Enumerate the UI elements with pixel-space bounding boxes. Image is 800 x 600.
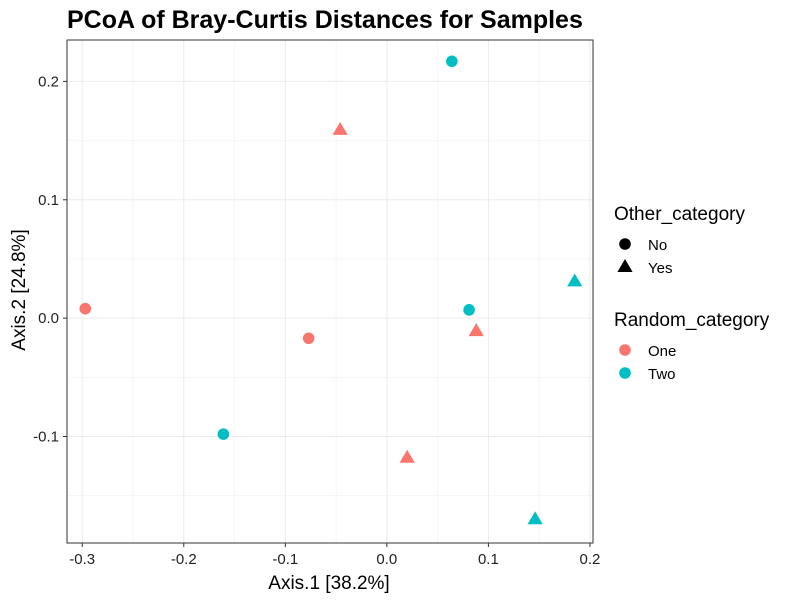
legend-color-swatch bbox=[619, 344, 631, 356]
x-tick-label: 0.2 bbox=[580, 551, 601, 568]
data-point-triangle bbox=[527, 511, 543, 525]
legend-label: One bbox=[648, 343, 676, 360]
y-axis-ticks: -0.1 0.0 0.1 0.2 bbox=[33, 73, 67, 445]
legend-color-swatch bbox=[619, 367, 631, 379]
legend-title: Other_category bbox=[614, 204, 745, 225]
plot-panel bbox=[67, 40, 593, 543]
legend-triangle-icon bbox=[617, 259, 633, 272]
chart-title: PCoA of Bray-Curtis Distances for Sample… bbox=[67, 6, 583, 34]
data-point-circle bbox=[446, 55, 458, 68]
data-point-triangle bbox=[567, 273, 583, 287]
x-axis-label: Axis.1 [38.2%] bbox=[268, 573, 389, 594]
plot-border bbox=[66, 39, 594, 544]
y-tick-label: 0.1 bbox=[38, 192, 59, 209]
legend-label: Two bbox=[648, 366, 676, 383]
x-tick-label: -0.1 bbox=[272, 551, 298, 568]
data-point-triangle bbox=[399, 449, 415, 463]
x-tick-label: 0.0 bbox=[376, 551, 397, 568]
legend-title: Random_category bbox=[614, 310, 770, 331]
data-point-triangle bbox=[332, 121, 348, 135]
y-axis-label: Axis.2 [24.8%] bbox=[9, 229, 30, 350]
y-tick-label: 0.0 bbox=[38, 310, 59, 327]
grid-lines bbox=[67, 40, 593, 543]
legend-label: No bbox=[648, 237, 667, 254]
x-axis-ticks: -0.3 -0.2 -0.1 0.0 0.1 0.2 bbox=[69, 543, 600, 568]
legend: Other_category No Yes Random_category One Two bbox=[614, 204, 770, 383]
x-tick-label: -0.3 bbox=[69, 551, 95, 568]
x-tick-label: -0.2 bbox=[171, 551, 197, 568]
legend-label: Yes bbox=[648, 260, 672, 277]
data-point-circle bbox=[217, 428, 230, 440]
y-tick-label: -0.1 bbox=[33, 428, 59, 445]
legend-circle-icon bbox=[619, 238, 631, 250]
data-point-circle bbox=[302, 332, 315, 345]
plot-area bbox=[66, 39, 594, 544]
y-tick-label: 0.2 bbox=[38, 73, 59, 90]
data-point-circle bbox=[463, 304, 475, 316]
data-points bbox=[79, 55, 583, 525]
data-point-triangle bbox=[468, 323, 484, 337]
x-tick-label: 0.1 bbox=[478, 551, 499, 568]
data-point-circle bbox=[79, 302, 92, 315]
